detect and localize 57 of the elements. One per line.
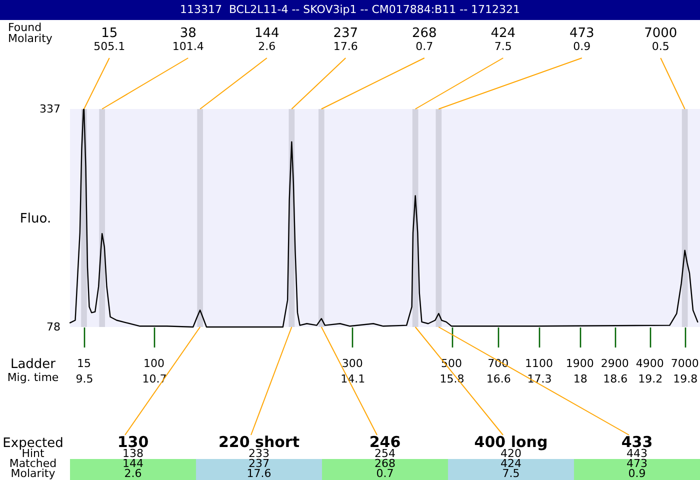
text: 0.9 [573, 40, 591, 53]
text: 1900 [566, 357, 594, 370]
text: 17.6 [333, 40, 358, 53]
text: 0.5 [652, 40, 670, 53]
text: 101.4 [172, 40, 204, 53]
x-tick-label: 18 [573, 372, 588, 386]
x-tick-label: 16.6 [486, 372, 511, 386]
text: 473 [626, 457, 648, 470]
text: Matched [9, 457, 57, 470]
text: 300 [342, 357, 363, 370]
x-tick-label: 9.5 [76, 372, 94, 386]
text: 0.9 [628, 467, 646, 480]
y-tick-label: 78 [46, 320, 60, 334]
text: 268 [412, 26, 437, 41]
text: 473 [569, 26, 594, 41]
text: 505.1 [94, 40, 126, 53]
text: 144 [254, 26, 280, 41]
text: 237 [248, 457, 270, 470]
text: 138 [122, 447, 144, 460]
text: Molarity [10, 467, 56, 480]
text: 424 [500, 457, 522, 470]
text: 100 [144, 357, 164, 370]
text: 15 [77, 357, 91, 370]
text: Mig. time [7, 371, 59, 384]
text: 233 [248, 447, 270, 460]
text: 443 [626, 447, 648, 460]
chart-title: 113317 BCL2L11-4 -- SKOV3ip1 -- CM017884:B11 -- 1712321 [0, 0, 700, 20]
text: Found [8, 21, 42, 34]
x-tick-label: 19.8 [673, 372, 698, 386]
text: 7.5 [502, 467, 520, 480]
text: 38 [180, 26, 196, 41]
text: 0.7 [416, 40, 434, 53]
x-tick-label: 17.3 [527, 372, 552, 386]
text: 268 [374, 457, 396, 470]
text: 7000 [644, 26, 678, 41]
text: 15 [101, 26, 118, 41]
text: 2.6 [124, 467, 142, 480]
x-tick-label: 19.2 [638, 372, 663, 386]
y-tick-label: 337 [40, 102, 60, 116]
text: 2.6 [258, 40, 276, 53]
text: 4900 [636, 357, 664, 370]
text: Molarity [8, 32, 53, 45]
x-tick-label: 18.6 [603, 372, 628, 386]
text: 144 [122, 457, 144, 470]
text: 17.6 [246, 467, 272, 480]
text: 420 [500, 447, 522, 460]
y-axis-title: Fluo. [20, 212, 52, 226]
text: 424 [490, 26, 516, 41]
text: 237 [333, 26, 358, 41]
text: 0.7 [376, 467, 394, 480]
text: 1100 [525, 357, 553, 370]
text: 2900 [600, 357, 629, 370]
text: 7.5 [494, 40, 512, 53]
text: Ladder [10, 357, 56, 372]
line-series [69, 108, 698, 328]
text: 254 [374, 447, 396, 460]
text: 7000 [670, 357, 699, 370]
